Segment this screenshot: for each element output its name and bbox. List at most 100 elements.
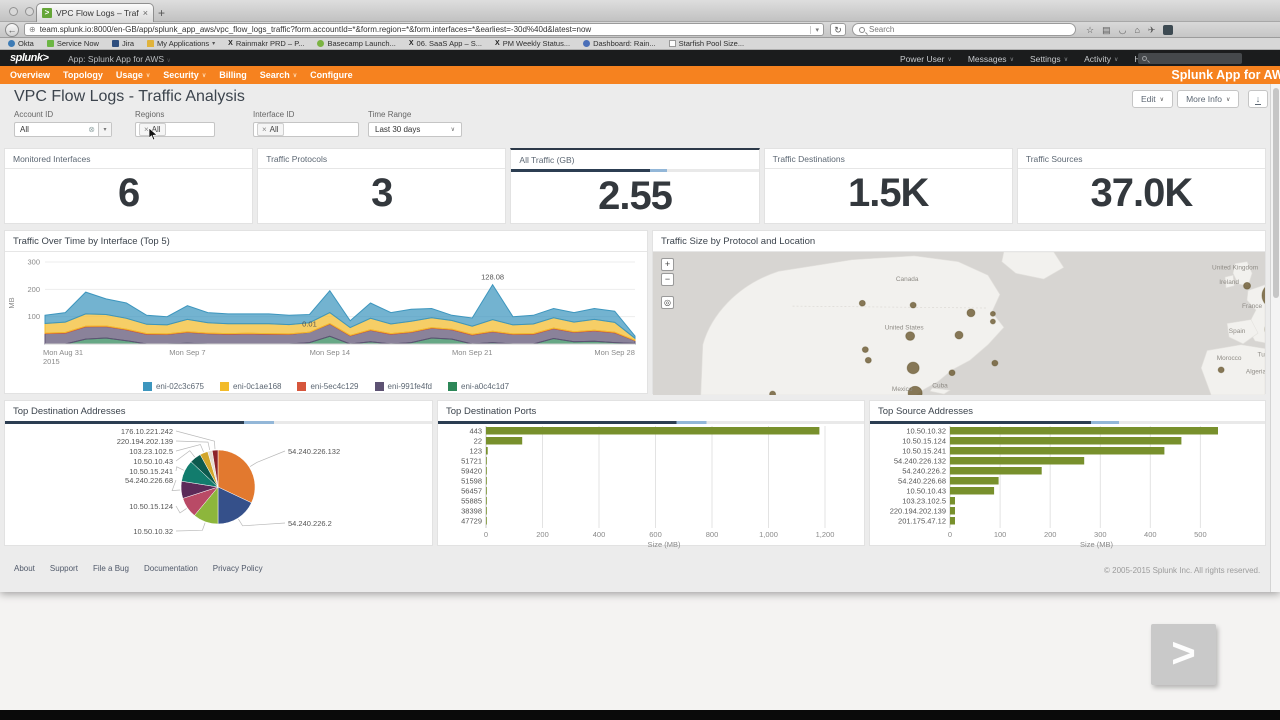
more-info-button[interactable]: More Info ∨: [1177, 90, 1240, 108]
remove-token-icon[interactable]: ×: [144, 125, 149, 134]
bar-220.194.202.139[interactable]: [950, 507, 955, 515]
bookmark-item[interactable]: X 06. SaaS App – S...: [409, 39, 482, 48]
map-bubble[interactable]: [991, 359, 999, 367]
kpi-tile[interactable]: Traffic Protocols 3: [257, 148, 507, 224]
clear-icon[interactable]: ⊗: [88, 125, 95, 134]
map-bubble[interactable]: [954, 330, 964, 340]
export-button[interactable]: ↓: [1248, 90, 1268, 108]
bar-38398[interactable]: [486, 507, 487, 515]
splunk-logo[interactable]: splunk>: [10, 52, 49, 64]
bookmark-item[interactable]: Basecamp Launch...: [317, 39, 396, 48]
bar-123[interactable]: [486, 447, 488, 455]
clipboard-icon[interactable]: ▤: [1102, 25, 1111, 35]
bookmark-item[interactable]: Service Now: [46, 39, 99, 48]
interface-id-multiselect[interactable]: × All: [253, 122, 359, 137]
bar-10.50.10.32[interactable]: [950, 427, 1218, 435]
legend-item[interactable]: eni-a0c4c1d7: [448, 382, 509, 391]
footer-link-about[interactable]: About: [14, 564, 35, 573]
bar-10.50.15.124[interactable]: [950, 437, 1182, 445]
map-recenter-button[interactable]: ◎: [661, 296, 674, 309]
url-bar[interactable]: ⊕ team.splunk.io:8000/en-GB/app/splunk_a…: [24, 23, 824, 36]
bar-103.23.102.5[interactable]: [950, 497, 955, 505]
map-bubble[interactable]: [989, 310, 996, 317]
bar-51721[interactable]: [486, 457, 487, 465]
reload-button[interactable]: ↻: [830, 23, 846, 36]
bar-201.175.47.12[interactable]: [950, 517, 955, 525]
nav-overview[interactable]: Overview: [10, 70, 50, 80]
bookmark-item[interactable]: Dashboard: Rain...: [583, 39, 656, 48]
menu-settings[interactable]: Settings ∨: [1030, 54, 1068, 64]
map-bubble[interactable]: [906, 361, 920, 375]
splunk-search-input[interactable]: [1138, 52, 1242, 64]
app-menu[interactable]: App: Splunk App for AWS ∨: [68, 54, 171, 64]
menu-power-user[interactable]: Power User ∨: [900, 54, 952, 64]
pie-slice-54.240.226.132[interactable]: [217, 449, 256, 504]
bar-47729[interactable]: [486, 517, 487, 525]
share-icon[interactable]: ✈: [1147, 25, 1156, 35]
minimize-window-button[interactable]: [25, 7, 34, 16]
legend-item[interactable]: eni-5ec4c129: [297, 382, 359, 391]
map-zoom-in-button[interactable]: +: [661, 258, 674, 271]
map-bubble[interactable]: [1243, 281, 1252, 290]
regions-multiselect[interactable]: × All: [135, 122, 215, 137]
bar-22[interactable]: [486, 437, 523, 445]
area-series-eni-02c3c675[interactable]: [44, 283, 636, 340]
bar-54.240.226.132[interactable]: [950, 457, 1085, 465]
legend-item[interactable]: eni-991fe4fd: [374, 382, 432, 391]
account-id-select[interactable]: All ⊗ ▾: [14, 122, 112, 137]
home-icon[interactable]: ⌂: [1134, 25, 1140, 35]
bar-chart[interactable]: 0 200 400 600 800 1,000 1,200 44322123517215942…: [438, 424, 858, 549]
url-dropdown-icon[interactable]: ▾: [810, 25, 819, 34]
bookmark-item[interactable]: Okta: [8, 39, 34, 48]
kpi-tile[interactable]: Monitored Interfaces 6: [4, 148, 254, 224]
browser-search-input[interactable]: Search: [852, 23, 1076, 36]
edit-button[interactable]: Edit ∨: [1132, 90, 1174, 108]
bookmark-item[interactable]: My Applications ▾: [147, 39, 215, 48]
kpi-tile[interactable]: Traffic Destinations 1.5K: [763, 148, 1013, 224]
menu-activity[interactable]: Activity ∨: [1084, 54, 1118, 64]
back-button[interactable]: ←: [5, 23, 19, 37]
menu-messages[interactable]: Messages ∨: [968, 54, 1014, 64]
footer-link-privacy-policy[interactable]: Privacy Policy: [212, 564, 263, 573]
time-range-dropdown[interactable]: Last 30 days ∨: [368, 122, 462, 137]
map-bubble[interactable]: [989, 318, 996, 325]
footer-link-documentation[interactable]: Documentation: [143, 564, 198, 573]
nav-security[interactable]: Security ∨: [163, 70, 206, 80]
bookmark-item[interactable]: Jira: [111, 39, 134, 48]
legend-item[interactable]: eni-02c3c675: [142, 382, 204, 391]
bookmark-star-icon[interactable]: ☆: [1086, 25, 1095, 35]
kpi-tile[interactable]: Traffic Sources 37.0K: [1016, 148, 1267, 224]
bookmark-item[interactable]: X Rainmakr PRD – P...: [228, 39, 304, 48]
map-bubble[interactable]: [858, 299, 866, 307]
nav-configure[interactable]: Configure: [310, 70, 353, 80]
token-chip[interactable]: × All: [257, 123, 284, 136]
close-window-button[interactable]: [9, 7, 18, 16]
pie-slice-54.240.226.2[interactable]: [217, 486, 252, 525]
map-bubble[interactable]: [1217, 366, 1225, 374]
video-next-button[interactable]: >: [1151, 624, 1216, 685]
bar-59420[interactable]: [486, 467, 487, 475]
bar-443[interactable]: [486, 427, 820, 435]
extension-icon[interactable]: [1163, 25, 1174, 35]
footer-link-support[interactable]: Support: [49, 564, 78, 573]
bar-10.50.10.43[interactable]: [950, 487, 995, 495]
bar-55885[interactable]: [486, 497, 487, 505]
pie-slice-176.10.221.242[interactable]: [211, 449, 219, 488]
map-bubble[interactable]: [769, 390, 777, 398]
new-tab-button[interactable]: +: [158, 6, 166, 20]
nav-topology[interactable]: Topology: [63, 70, 103, 80]
map-zoom-out-button[interactable]: −: [661, 273, 674, 286]
bar-10.50.15.241[interactable]: [950, 447, 1165, 455]
map-bubble[interactable]: [966, 308, 976, 318]
bar-54.240.226.2[interactable]: [950, 467, 1042, 475]
pie-chart[interactable]: 54.240.226.132 54.240.226.2 10.50.10.32 10.…: [5, 424, 426, 549]
nav-usage[interactable]: Usage ∨: [116, 70, 150, 80]
remove-token-icon[interactable]: ×: [262, 125, 267, 134]
bar-56457[interactable]: [486, 487, 487, 495]
map-bubble[interactable]: [905, 331, 916, 341]
nav-billing[interactable]: Billing: [219, 70, 247, 80]
map-bubble[interactable]: [861, 346, 869, 353]
map-bubble[interactable]: [948, 369, 956, 377]
nav-search[interactable]: Search ∨: [260, 70, 297, 80]
